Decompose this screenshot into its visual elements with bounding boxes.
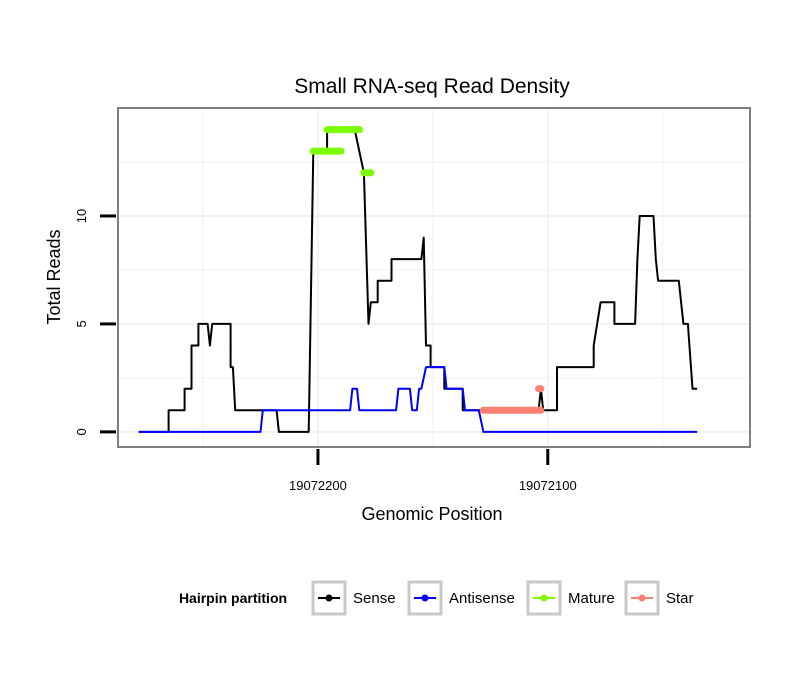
- legend-label-antisense: Antisense: [449, 590, 515, 607]
- legend-label-sense: Sense: [353, 590, 396, 607]
- legend-swatch-dot-sense: [325, 594, 333, 602]
- x-tick-label: 19072100: [519, 478, 577, 493]
- legend-swatch-dot-star: [638, 594, 646, 602]
- y-axis: 0 5 10: [74, 209, 116, 436]
- legend-label-star: Star: [666, 590, 694, 607]
- y-axis-label: Total Reads: [44, 229, 64, 324]
- legend-label-mature: Mature: [568, 590, 615, 607]
- antisense-series-line: [138, 366, 698, 433]
- y-tick-label: 0: [74, 428, 89, 435]
- legend-swatch-dot-antisense: [421, 594, 429, 602]
- chart-title: Small RNA-seq Read Density: [294, 75, 570, 98]
- legend-entries: Sense Antisense Mature Star: [311, 580, 694, 616]
- y-tick-label: 5: [74, 320, 89, 327]
- panel-border: [117, 107, 751, 448]
- sense-series-line: [138, 128, 698, 433]
- legend-swatch-dot-mature: [540, 594, 548, 602]
- x-axis-label: Genomic Position: [361, 504, 502, 524]
- grid: [118, 108, 750, 447]
- x-tick-label: 19072200: [289, 478, 347, 493]
- legend-title: Hairpin partition: [179, 590, 287, 606]
- x-axis: 19072200 19072100: [289, 449, 577, 493]
- y-tick-label: 10: [74, 209, 89, 223]
- legend: Hairpin partition Sense Antisense Mature St…: [179, 580, 694, 616]
- series-group: [138, 126, 698, 433]
